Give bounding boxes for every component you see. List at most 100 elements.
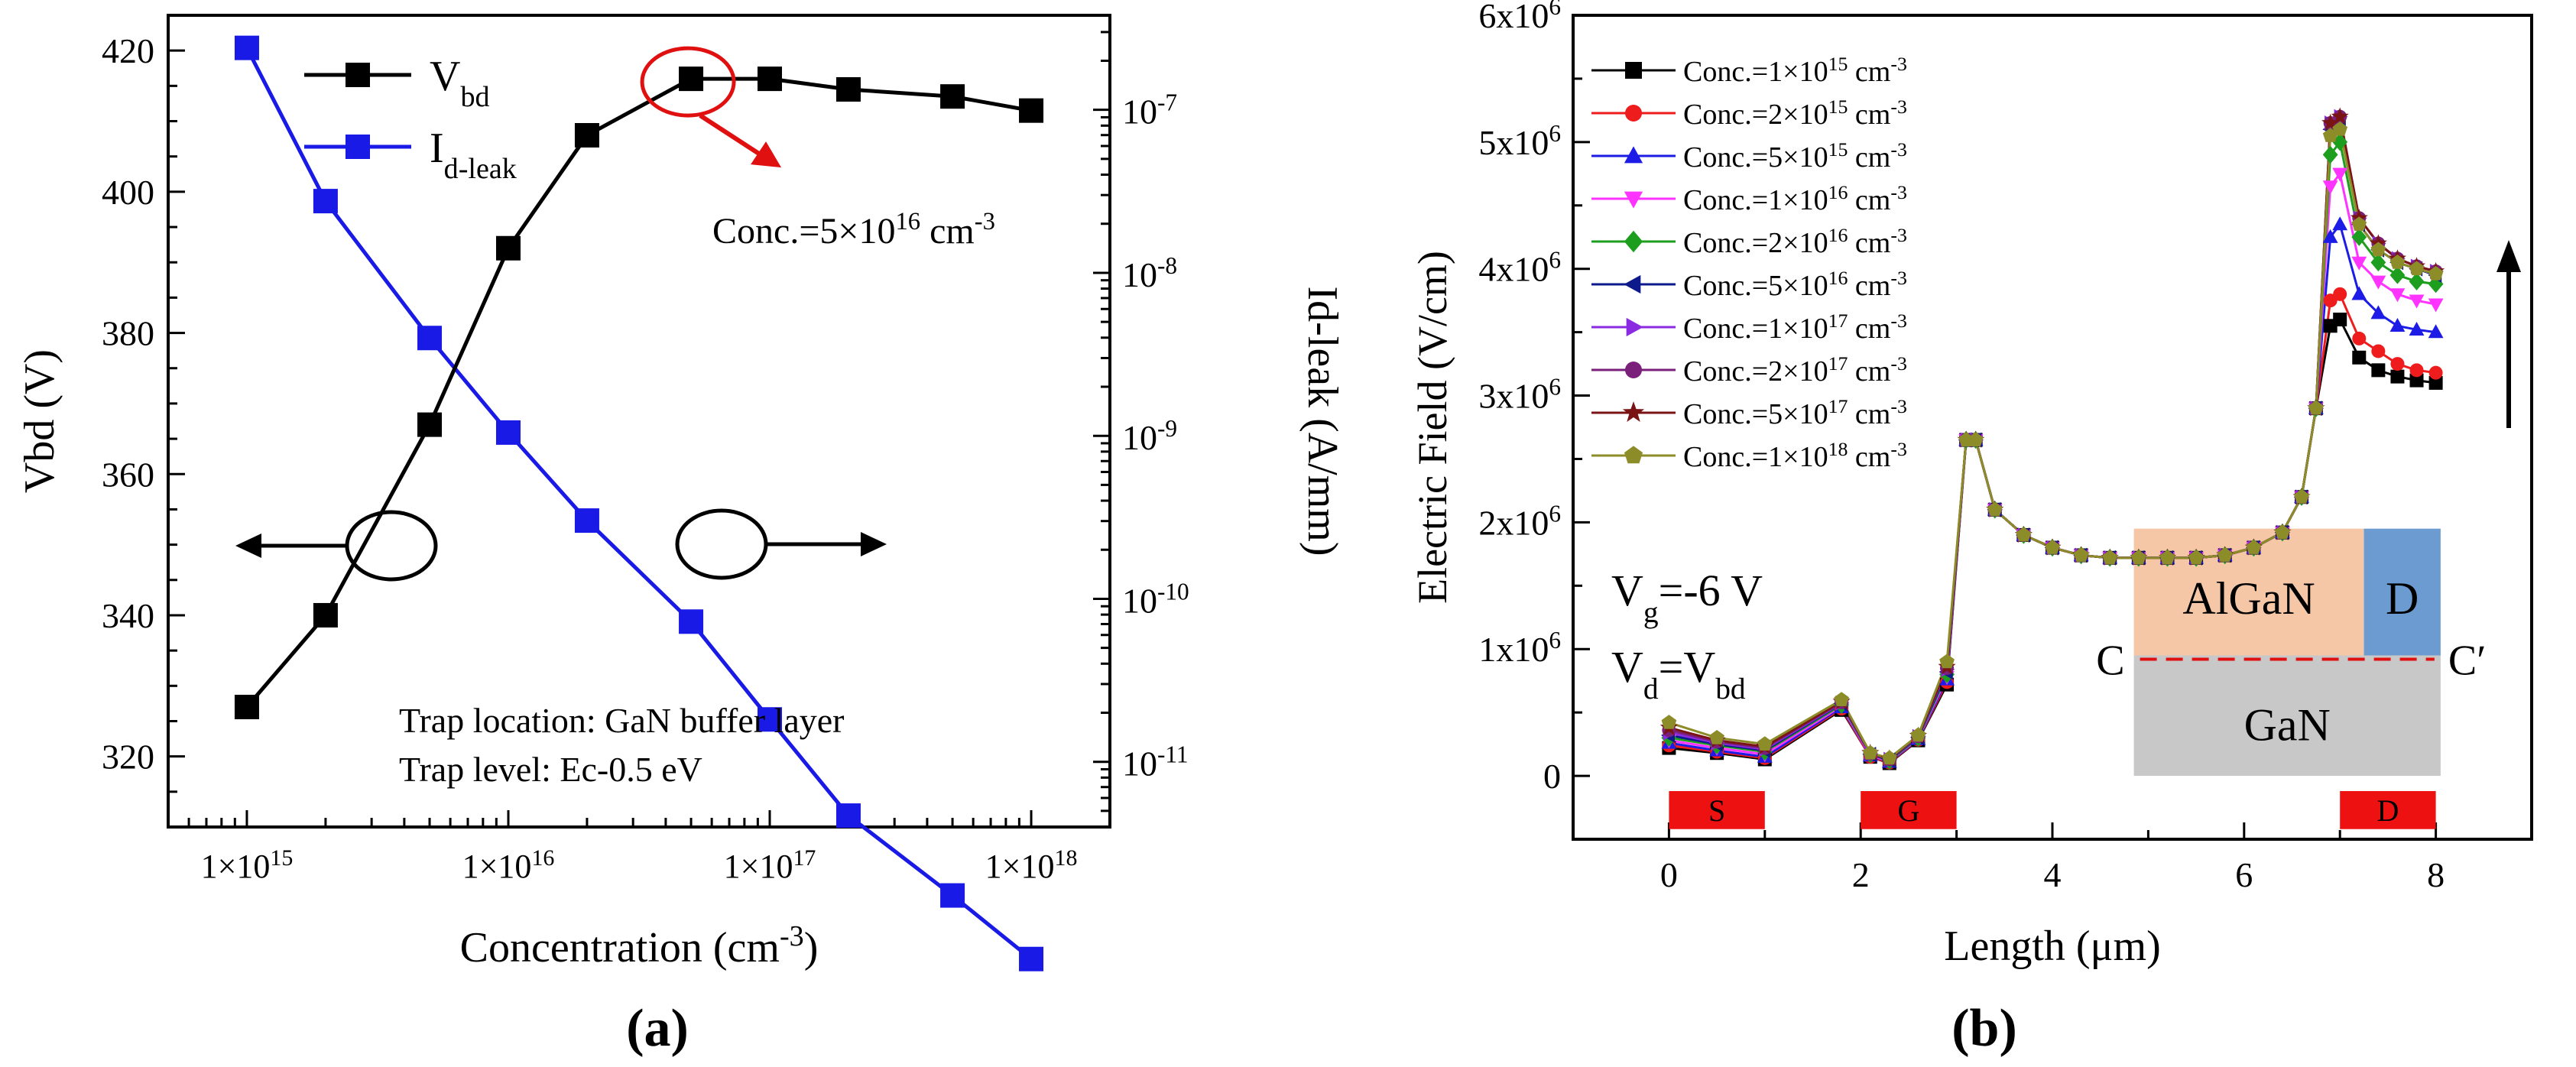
y-tick-label: 360 [102,455,154,494]
legend-marker-3 [1624,191,1643,209]
data-point-series-9 [1881,750,1897,765]
data-point-series-0 [2371,363,2386,378]
data-point-vbd [234,695,259,720]
legend-label-4: Conc.=2×1016 cm-3 [1683,224,1907,260]
electrode-label-g: G [1897,793,1919,828]
data-point-vbd [417,412,443,437]
legend-marker-id-leak [346,135,370,159]
data-point-series-2 [2370,305,2386,319]
data-point-series-9 [2308,400,2324,415]
data-point-vbd [758,66,783,92]
data-point-series-3 [2332,167,2348,182]
data-point-series-1 [2428,365,2443,380]
data-point-series-9 [2073,547,2089,562]
data-point-series-4 [2389,266,2406,284]
gan-label: GaN [2244,700,2331,751]
legend-label-6: Conc.=1×1017 cm-3 [1683,310,1907,345]
chart-panel-b: 0 1x106 2x106 3x106 4x106 5x106 6x106 0 2 4 6 8 Leng… [1410,0,2533,1058]
data-point-series-9 [2294,488,2309,504]
data-point-series-8 [2321,113,2340,131]
data-point-id-leak [758,707,783,732]
data-point-series-3 [2351,256,2367,271]
highlight-ellipse [640,46,736,118]
y2-tick-label: 10-8 [1122,251,1177,294]
chart-panel-a: 320 340 360 380 400 420 10-7 10-8 10-9 10-10 10-11… [16,14,1346,1058]
y-tick-label: 4x106 [1478,246,1561,289]
data-point-id-leak [1019,946,1044,971]
data-point-series-9 [2351,216,2367,232]
data-point-series-3 [2389,288,2406,303]
data-point-vbd [940,84,965,109]
data-point-series-9 [2016,527,2032,542]
data-point-series-1 [2409,363,2424,378]
data-point-series-9 [2188,550,2204,565]
data-point-series-2 [2322,229,2338,243]
x-tick-label: 8 [2427,855,2445,894]
data-point-series-1 [2352,331,2367,345]
y-tick-label: 1x106 [1478,627,1561,670]
electrode-d [2340,790,2436,829]
legend-marker-4 [1624,230,1643,253]
electrode-g [1861,790,1957,829]
data-point-series-3 [2370,275,2386,290]
y-axis-title: Electric Field (V/cm) [1410,251,1455,604]
left-axis-indicator-ellipse [345,510,438,582]
y-tick-label: 2x106 [1478,500,1561,543]
x-axis-title: Length (μm) [1944,923,2161,970]
data-point-series-9 [1757,736,1773,751]
y-tick-label: 5x106 [1478,119,1561,162]
y-tick-label: 0 [1543,757,1561,796]
annotation-arrow [699,113,763,157]
legend-marker-0 [1625,62,1642,79]
data-point-id-leak [940,883,965,908]
legend-label-vbd: Vbd [430,53,490,113]
legend-label-7: Conc.=2×1017 cm-3 [1683,352,1907,388]
data-point-series-2 [2351,286,2367,300]
algan-label: AlGaN [2182,573,2315,624]
x-tick-label: 1×1017 [724,845,816,886]
data-point-id-leak [495,420,521,445]
x-tick-label: 1×1016 [462,845,555,886]
trend-arrowhead [2497,240,2521,272]
x-axis-title: Concentration (cm-3) [460,920,819,971]
series-line-vbd [245,76,1032,709]
legend-label-id-leak: Id-leak [430,125,517,185]
data-point-series-9 [2332,121,2348,136]
y-tick-label: 420 [102,31,154,70]
data-point-series-1 [2371,344,2386,358]
y2-tick-label: 10-11 [1122,741,1189,783]
data-point-series-9 [2246,540,2262,554]
drain-contact [2363,528,2441,656]
cutline-label-c: C [2096,637,2124,684]
data-point-series-9 [1834,692,1849,706]
note-trap-level: Trap level: Ec-0.5 eV [399,750,702,789]
cutline-label-c-prime: C′ [2448,637,2487,684]
data-point-series-3 [2428,298,2444,313]
y-tick-label: 340 [102,596,154,635]
legend-label-2: Conc.=5×1015 cm-3 [1683,138,1907,174]
data-point-series-4 [2370,253,2386,272]
data-point-series-9 [2428,265,2444,281]
data-point-id-leak [234,35,259,60]
data-point-series-1 [2390,357,2405,371]
y2-tick-label: 10-7 [1122,89,1177,131]
data-point-vbd [835,76,861,102]
data-point-series-9 [2159,550,2175,565]
data-point-series-9 [2217,547,2233,562]
electrode-label-s: S [1708,793,1725,828]
legend-label-3: Conc.=1×1016 cm-3 [1683,181,1907,217]
y2-tick-label: 10-10 [1122,578,1189,621]
legend-marker-9 [1624,446,1643,464]
data-point-series-9 [1968,432,1984,446]
data-point-series-0 [2333,313,2347,327]
data-point-series-3 [2322,180,2338,195]
data-point-id-leak [574,508,599,534]
data-point-series-9 [1709,729,1724,744]
data-point-series-9 [1862,744,1878,760]
note-trap-location: Trap location: GaN buffer layer [399,701,845,740]
y-tick-label: 3x106 [1478,373,1561,416]
legend-marker-1 [1625,105,1642,122]
left-axis-arrowhead [235,534,261,558]
drain-label: D [2386,573,2419,624]
